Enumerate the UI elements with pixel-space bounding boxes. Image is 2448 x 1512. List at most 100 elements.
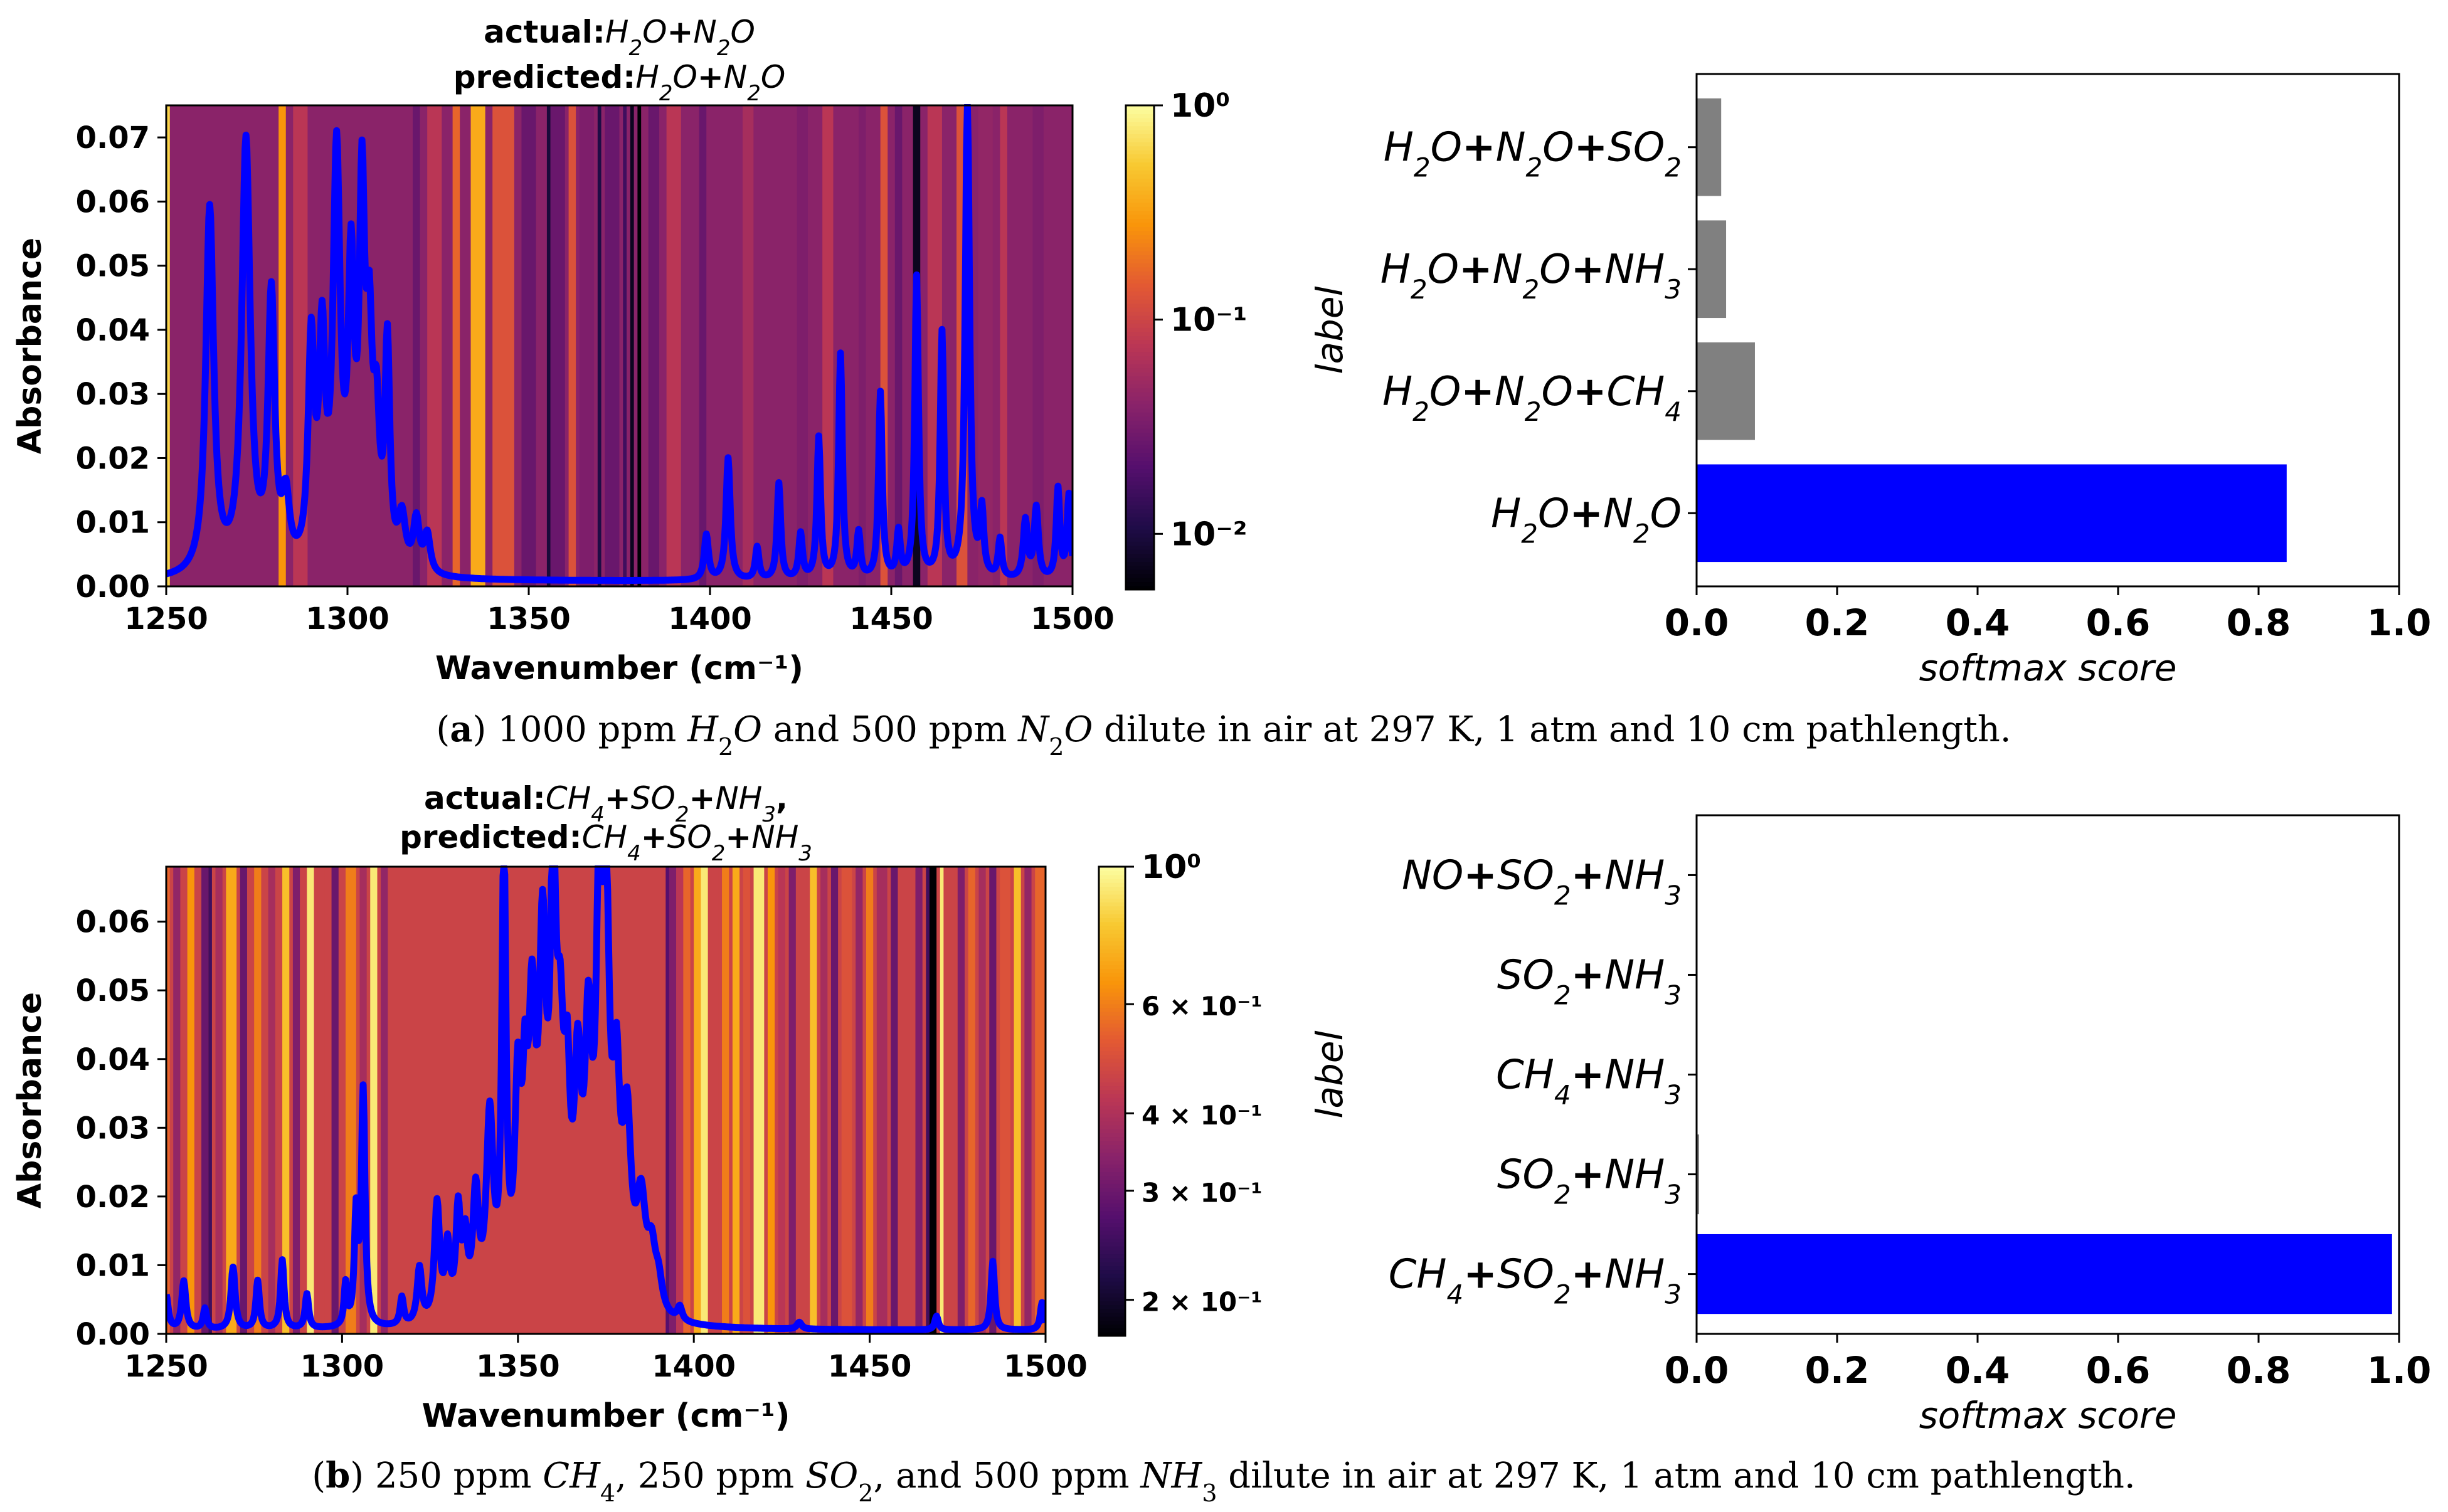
colorbar-segment <box>1099 1277 1125 1282</box>
colorbar-segment <box>1099 890 1125 895</box>
colorbar-segment <box>1099 988 1125 993</box>
x-tick-label: 1500 <box>1004 1349 1088 1384</box>
heatmap-band <box>166 105 170 586</box>
heatmap-band <box>492 105 514 586</box>
colorbar-segment <box>1126 408 1154 413</box>
x-axis-label: softmax score <box>1919 1394 2177 1437</box>
colorbar-segment <box>1099 1054 1125 1059</box>
heatmap-band <box>820 867 828 1334</box>
title-span: 3 <box>798 841 812 866</box>
colorbar-segment <box>1126 299 1154 304</box>
category-span: H <box>1384 125 1414 171</box>
colorbar-segment <box>1099 1183 1125 1188</box>
caption: (a) 1000 ppm H2O and 500 ppm N2O dilute … <box>436 709 2011 761</box>
colorbar-segment <box>1126 194 1154 199</box>
category-span: O <box>1538 490 1569 537</box>
colorbar-segment <box>1126 174 1154 179</box>
colorbar-segment <box>1126 262 1154 268</box>
heatmap-band <box>778 867 786 1334</box>
title-subspan: O <box>642 14 667 50</box>
colorbar-segment <box>1099 972 1125 977</box>
title-span: O <box>730 14 755 50</box>
heatmap-band <box>830 867 839 1334</box>
colorbar-segment <box>1099 1089 1125 1094</box>
category-span: + <box>1569 490 1603 537</box>
title-subspan: + <box>697 59 724 95</box>
colorbar-segment <box>1099 1062 1125 1067</box>
colorbar-segment <box>1099 1195 1125 1200</box>
colorbar-segment <box>1126 492 1154 498</box>
caption-paren: ) <box>473 709 498 750</box>
colorbar-segment <box>1099 1316 1125 1321</box>
colorbar-segment <box>1126 134 1154 139</box>
heatmap-band <box>1000 105 1007 586</box>
colorbar-segment <box>1099 1035 1125 1040</box>
colorbar-segment <box>1126 472 1154 477</box>
heatmap-band <box>278 105 286 586</box>
heatmap-band <box>370 867 378 1334</box>
colorbar-frame <box>1125 104 1155 591</box>
colorbar-segment <box>1099 1140 1125 1145</box>
colorbar-segment <box>1126 125 1154 130</box>
colorbar-segment <box>1126 238 1154 243</box>
colorbar-tick-label: 4 × 10⁻¹ <box>1142 1100 1263 1131</box>
caption-text: dilute in air at 297 K, 1 atm and 10 cm … <box>1093 709 2011 750</box>
caption-text: and 500 ppm <box>762 709 1018 750</box>
heatmap-band <box>579 105 595 586</box>
colorbar-segment <box>1126 424 1154 429</box>
category-span: 2 <box>1414 152 1431 182</box>
heatmap-band <box>331 867 339 1334</box>
colorbar-segment <box>1099 882 1125 887</box>
colorbar-segment <box>1099 1328 1125 1333</box>
colorbar-segment <box>1126 162 1154 167</box>
colorbar-segment <box>1126 198 1154 203</box>
category-span: + <box>1463 852 1497 899</box>
colorbar-segment <box>1126 525 1154 530</box>
colorbar-segment <box>1099 1331 1125 1336</box>
colorbar-segment <box>1126 512 1154 518</box>
colorbar-segment <box>1099 913 1125 919</box>
colorbar-segment <box>1099 1163 1125 1168</box>
heatmap-band <box>699 105 707 586</box>
heatmap-band <box>282 867 290 1334</box>
heatmap-band <box>1035 867 1046 1334</box>
caption-paren: ) <box>350 1456 375 1496</box>
y-axis-label: label <box>1308 1030 1351 1118</box>
heatmap-band <box>753 867 765 1334</box>
caption-text: dilute in air at 297 K, 1 atm and 10 cm … <box>1217 1456 2136 1496</box>
colorbar-segment <box>1099 1023 1125 1028</box>
heatmap-band <box>187 867 194 1334</box>
colorbar-segment <box>1126 376 1154 381</box>
caption-formula: 2 <box>1049 733 1064 761</box>
title-subspan: N <box>693 14 716 50</box>
category-span: O <box>1650 490 1682 537</box>
colorbar-segment <box>1126 500 1154 505</box>
category-span: + <box>1571 1152 1605 1198</box>
colorbar-segment <box>1099 960 1125 965</box>
colorbar-segment <box>1126 270 1154 276</box>
x-axis-label: Wavenumber (cm⁻¹) <box>422 1397 790 1435</box>
colorbar-segment <box>1126 141 1154 147</box>
category-span: 3 <box>1665 980 1682 1010</box>
colorbar-segment <box>1099 1222 1125 1227</box>
title-subspan: SO <box>631 780 676 817</box>
colorbar-segment <box>1099 1257 1125 1262</box>
category-span: 2 <box>1411 274 1428 305</box>
colorbar-segment <box>1126 343 1154 348</box>
colorbar-segment <box>1126 545 1154 550</box>
plot-frame <box>165 865 1047 1335</box>
category-span: N <box>1496 125 1526 171</box>
heatmap-band <box>880 105 888 586</box>
heatmap-band <box>637 105 642 586</box>
colorbar-segment <box>1099 1101 1125 1106</box>
colorbar-segment <box>1126 383 1154 389</box>
colorbar-segment <box>1099 870 1125 875</box>
colorbar-segment <box>1099 897 1125 903</box>
colorbar-segment <box>1099 1030 1125 1036</box>
heatmap-band <box>797 105 808 586</box>
colorbar-segment <box>1099 1144 1125 1149</box>
colorbar-segment <box>1099 941 1125 946</box>
colorbar-segment <box>1099 1320 1125 1325</box>
colorbar-segment <box>1099 999 1125 1005</box>
colorbar-segment <box>1126 557 1154 562</box>
